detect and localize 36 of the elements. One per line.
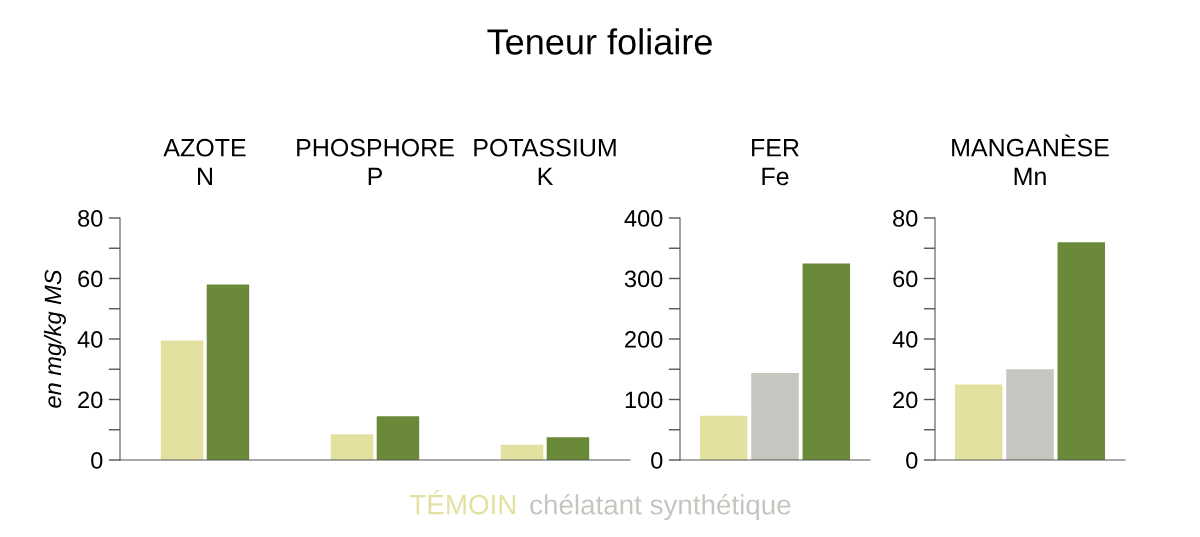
- y-tick-label: 40: [892, 331, 918, 348]
- y-tick-label: 400: [624, 210, 663, 227]
- bar: [160, 340, 204, 460]
- y-tick-label: 100: [625, 391, 663, 409]
- y-tick-label: 300: [624, 270, 663, 288]
- x-tick-label: FER Fe: [752, 139, 799, 186]
- y-tick-label: 80: [78, 210, 103, 227]
- bar: [751, 372, 799, 460]
- bar: [699, 415, 748, 460]
- bar: [500, 444, 544, 460]
- x-tick-label: POTASSIUM K: [474, 138, 616, 186]
- series-label: TÉMOIN: [410, 490, 516, 515]
- bar: [546, 437, 590, 460]
- x-tick-label: PHOSPHORE P: [297, 138, 454, 186]
- bar: [954, 384, 1003, 460]
- bar: [1057, 242, 1106, 460]
- y-tick-label: 40: [77, 331, 103, 348]
- y-tick-label: 60: [893, 270, 918, 288]
- bar: [376, 416, 420, 460]
- y-tick-label: 0: [91, 452, 103, 469]
- y-tick-label: 20: [893, 391, 918, 409]
- x-tick-label: MANGANÈSE Mn: [952, 134, 1109, 186]
- y-tick-label: 20: [78, 391, 103, 409]
- bar: [330, 434, 374, 460]
- chart-title: Teneur foliaire: [487, 28, 712, 55]
- bar: [1006, 369, 1054, 460]
- y-tick-label: 0: [651, 452, 663, 469]
- x-tick-label: AZOTE N: [163, 138, 246, 186]
- y-tick-label: 0: [906, 452, 918, 469]
- bar: [206, 284, 250, 460]
- legend-label: chélatant synthétique: [530, 493, 791, 521]
- bar: [802, 263, 851, 460]
- y-tick-label: 60: [78, 270, 103, 288]
- y-tick-label: 80: [893, 210, 918, 227]
- y-axis-title: en mg/kg MS: [43, 269, 66, 408]
- y-tick-label: 200: [625, 331, 663, 348]
